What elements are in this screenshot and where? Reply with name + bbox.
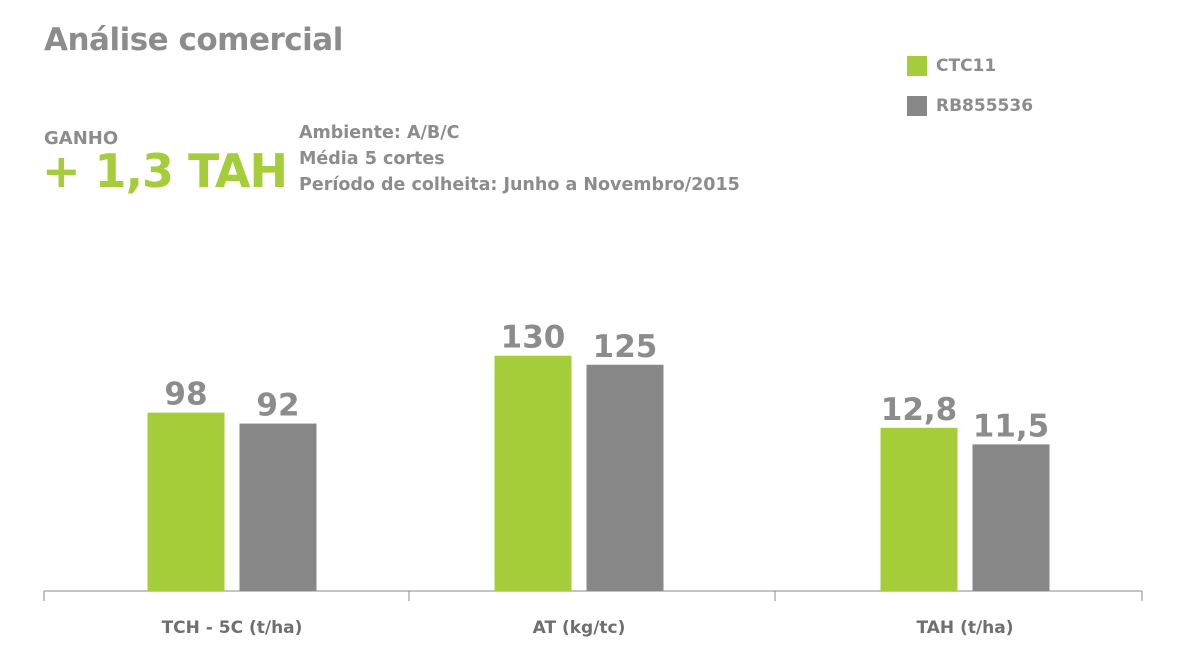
legend-swatch-rb855536 bbox=[907, 96, 927, 116]
data-label: 130 bbox=[501, 320, 566, 356]
bar-ctc11 bbox=[147, 412, 225, 591]
data-label: 12,8 bbox=[881, 392, 958, 428]
bar-ctc11 bbox=[880, 427, 958, 591]
note-average: Média 5 cortes bbox=[299, 149, 445, 169]
note-environment: Ambiente: A/B/C bbox=[299, 123, 460, 143]
notes-block: Ambiente: A/B/C Média 5 cortes Período d… bbox=[299, 120, 740, 198]
data-label: 92 bbox=[256, 388, 299, 424]
legend-swatch-ctc11 bbox=[907, 56, 927, 76]
legend: CTC11 RB855536 bbox=[907, 55, 1033, 135]
gain-value: + 1,3 TAH bbox=[42, 144, 288, 198]
legend-item-rb855536: RB855536 bbox=[907, 95, 1033, 117]
data-label: 11,5 bbox=[973, 408, 1050, 444]
data-label: 125 bbox=[593, 329, 658, 365]
bar-rb855536 bbox=[972, 444, 1050, 591]
note-harvest-period: Período de colheita: Junho a Novembro/20… bbox=[299, 175, 740, 195]
data-label: 98 bbox=[164, 377, 207, 413]
bar-rb855536 bbox=[239, 423, 317, 591]
bar-rb855536 bbox=[586, 364, 664, 591]
legend-item-ctc11: CTC11 bbox=[907, 55, 1033, 77]
gain-label: GANHO bbox=[44, 128, 119, 149]
bar-ctc11 bbox=[494, 355, 572, 591]
category-label: TAH (t/ha) bbox=[916, 618, 1013, 638]
chart-title: Análise comercial bbox=[44, 22, 343, 58]
legend-label-rb855536: RB855536 bbox=[936, 96, 1034, 116]
category-label: AT (kg/tc) bbox=[533, 618, 626, 638]
legend-label-ctc11: CTC11 bbox=[936, 56, 997, 76]
category-label: TCH - 5C (t/ha) bbox=[162, 618, 303, 638]
